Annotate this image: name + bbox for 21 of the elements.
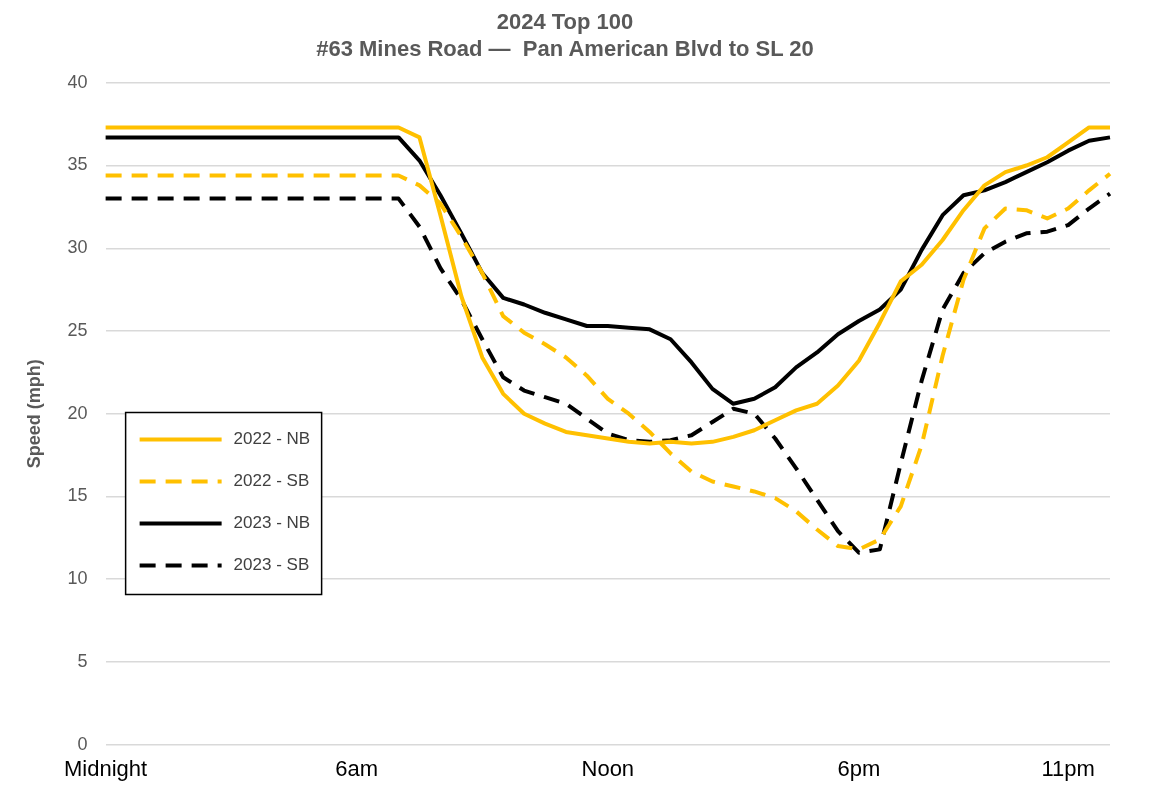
y-tick-label: 10: [67, 568, 88, 589]
y-tick-label: 15: [67, 485, 88, 506]
text: 2024 Top 100: [496, 9, 634, 35]
legend-label: 2022 - SB: [233, 471, 310, 491]
legend-label: 2023 - NB: [233, 513, 311, 533]
text: #63 Mines Road — Pan American Blvd to SL 20: [316, 35, 814, 61]
y-tick-label: 35: [67, 154, 88, 175]
y-tick-label: 20: [67, 402, 88, 423]
legend-label: 2023 - SB: [233, 555, 310, 575]
x-tick-label: 6pm: [837, 755, 881, 781]
x-tick-label: 11pm: [1041, 755, 1095, 781]
x-tick-label: Midnight: [64, 755, 148, 781]
y-tick-label: 5: [77, 650, 88, 671]
x-tick-label: 6am: [335, 755, 379, 781]
y-tick-label: 0: [77, 733, 88, 754]
y-tick-label: 30: [67, 237, 88, 258]
y-axis-title: Speed (mph): [23, 359, 44, 469]
y-tick-label: 25: [67, 319, 88, 340]
legend-label: 2022 - NB: [233, 429, 311, 449]
x-tick-label: Noon: [581, 755, 635, 781]
y-tick-label: 40: [67, 71, 88, 92]
